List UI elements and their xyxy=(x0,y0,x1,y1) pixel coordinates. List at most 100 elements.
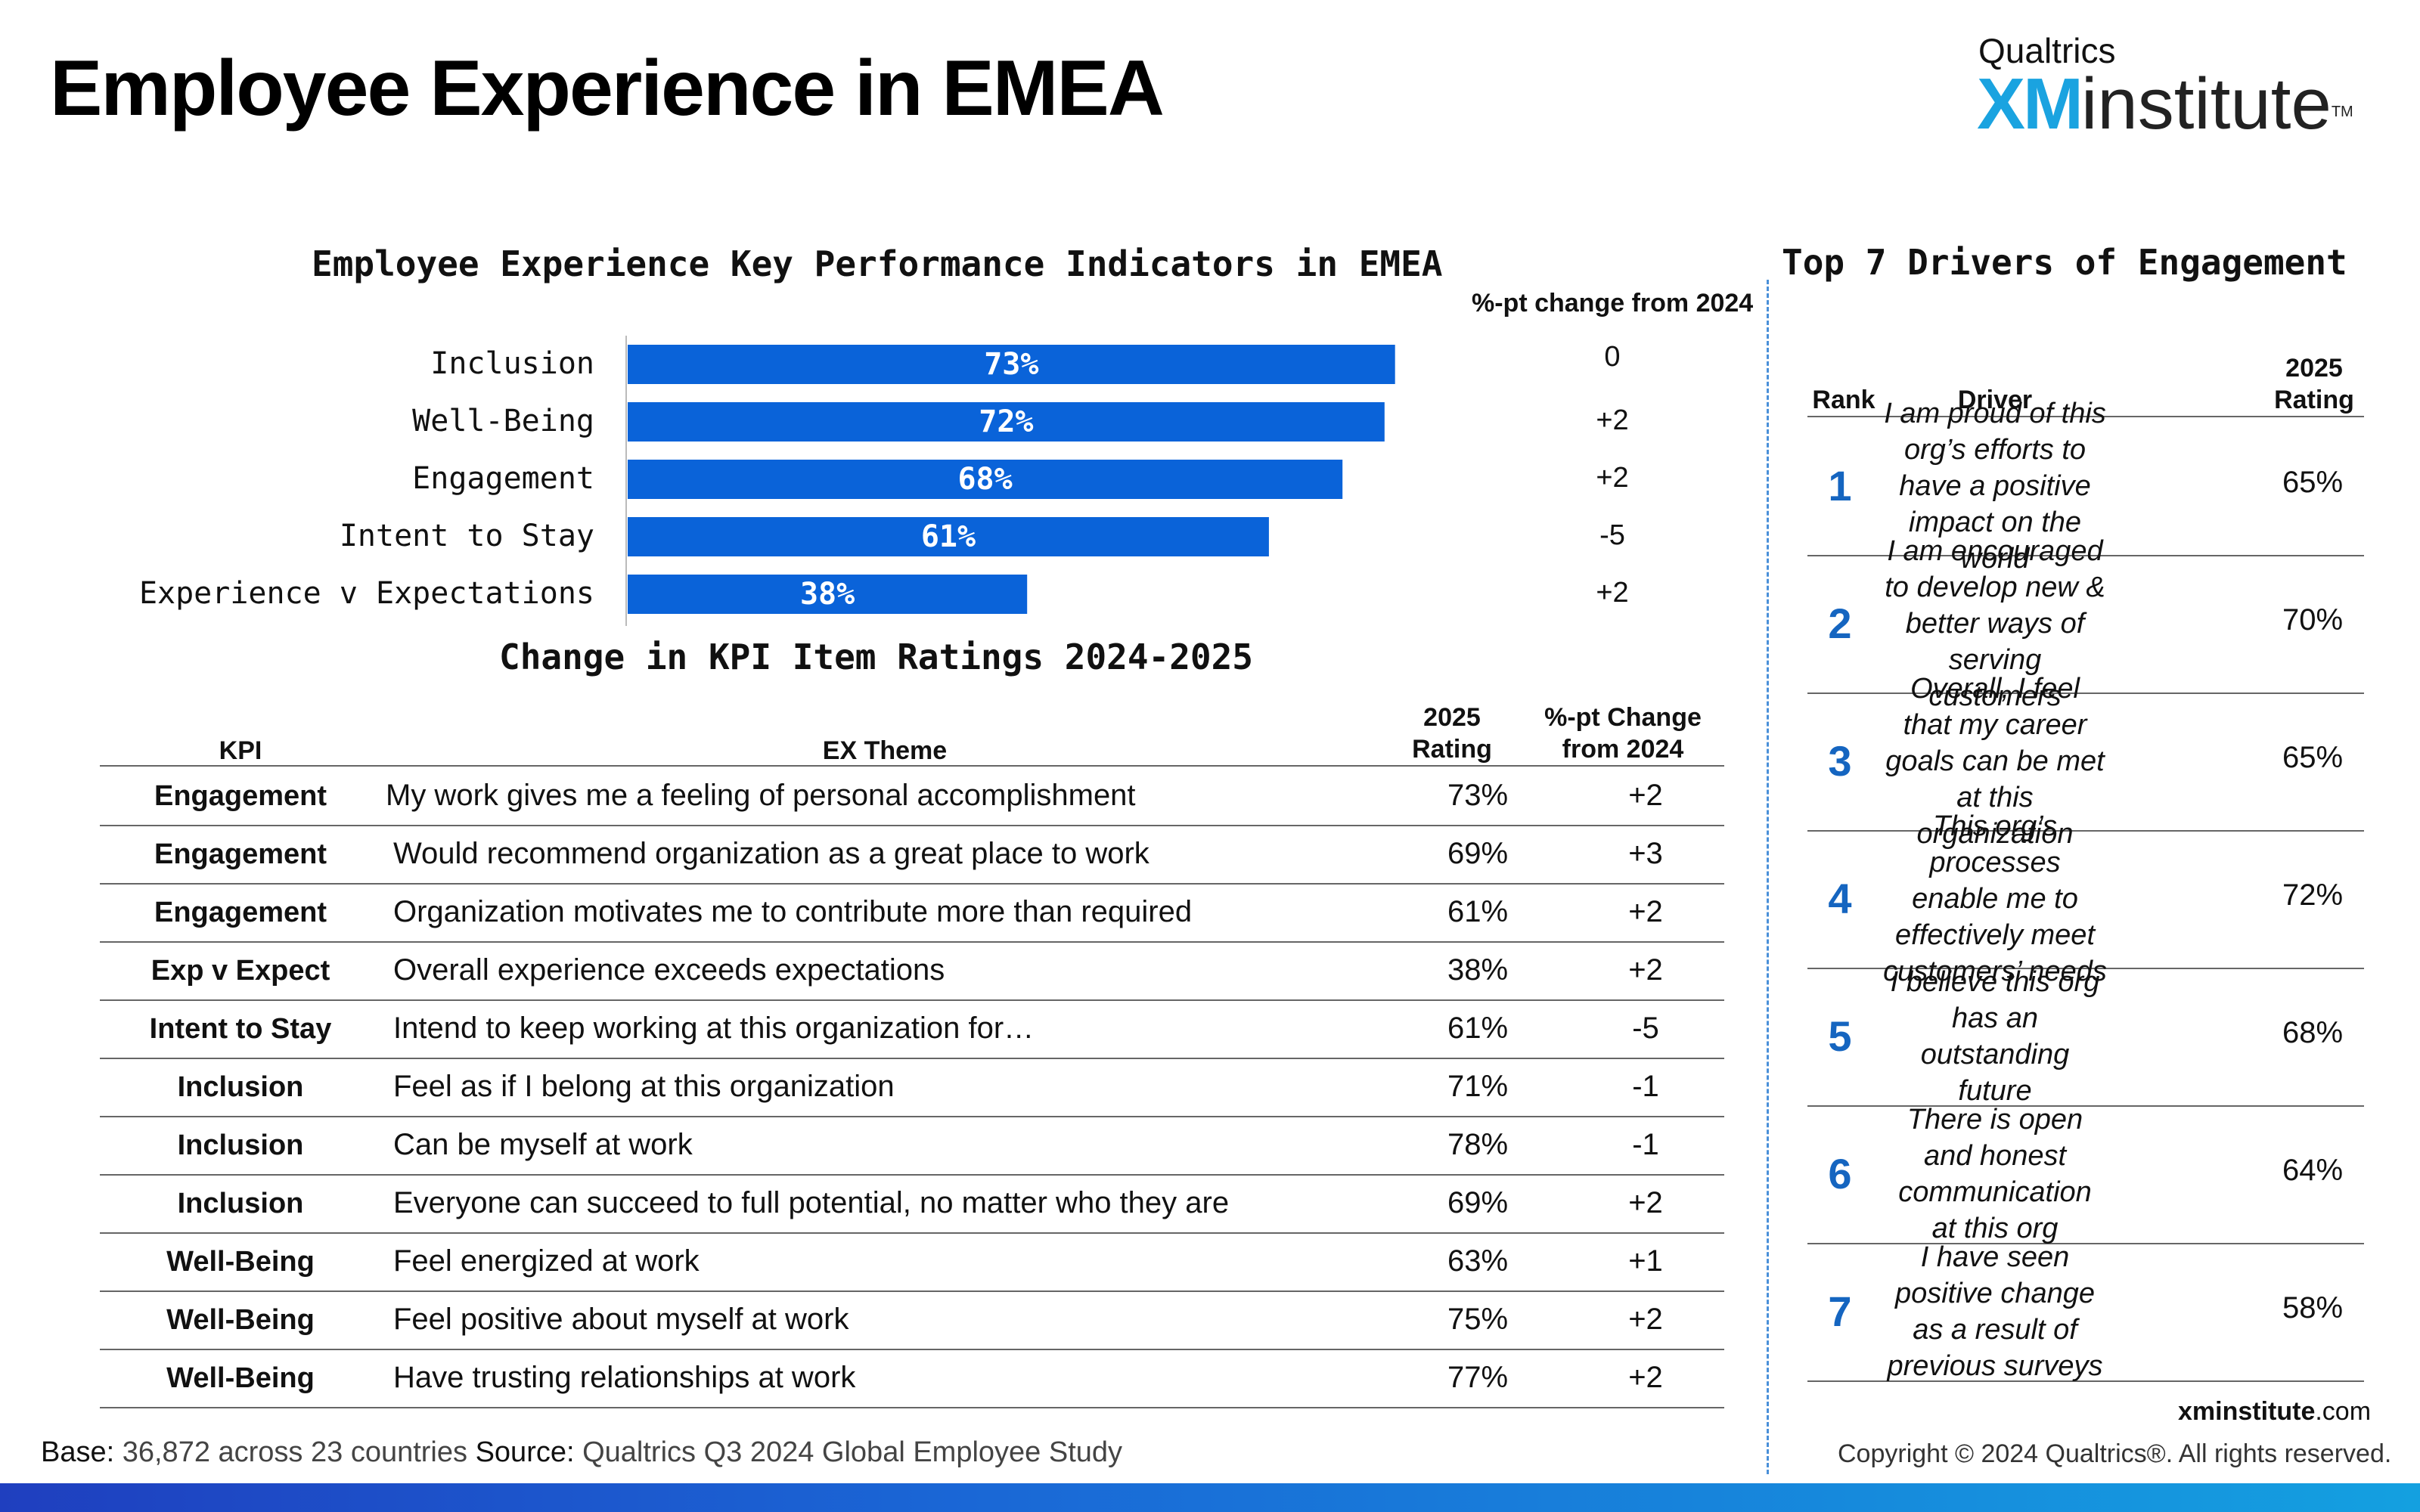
kpi-change-value: -5 xyxy=(1599,519,1625,551)
kpi-value-label: 68% xyxy=(957,462,1012,497)
drivers-header-rank: Rank xyxy=(1812,386,1876,414)
driver-rating: 68% xyxy=(2282,1016,2344,1049)
kpi-change-value: +2 xyxy=(1596,404,1628,436)
col-header-change-line1: %-pt Change xyxy=(1544,703,1702,732)
row-rating: 73% xyxy=(1447,779,1509,812)
row-rating: 69% xyxy=(1447,837,1509,870)
col-header-kpi: KPI xyxy=(219,736,262,765)
page-title: Employee Experience in EMEA xyxy=(50,45,1165,132)
footer-source-label: Source: xyxy=(475,1436,575,1468)
footer-base-source: Base: 36,872 across 23 countries Source:… xyxy=(41,1436,1122,1469)
row-rating: 77% xyxy=(1447,1361,1509,1394)
kpi-bar xyxy=(628,575,1028,614)
col-header-rating-line1: 2025 xyxy=(1423,703,1481,732)
driver-rank: 3 xyxy=(1828,737,1852,785)
logo-trademark: TM xyxy=(2331,104,2353,120)
kpi-bar-chart: Inclusion 73% 0 Well-Being 72% +2 Engagement 68… xyxy=(139,336,1629,626)
col-header-rating: 2025 Rating xyxy=(1376,702,1528,765)
driver-text: This org’s processes enable me to effect… xyxy=(1883,810,2107,987)
driver-rating: 64% xyxy=(2282,1154,2344,1187)
driver-rank: 1 xyxy=(1828,462,1852,510)
driver-row: 7 I have seen positive change as a result… xyxy=(1807,1241,2364,1382)
driver-rating: 72% xyxy=(2282,878,2344,912)
footer-copyright: Copyright © 2024 Qualtrics®. All rights … xyxy=(1838,1439,2392,1468)
row-rating: 63% xyxy=(1447,1244,1509,1278)
kpi-change-value: +2 xyxy=(1596,462,1628,494)
kpi-category-label: Inclusion xyxy=(430,346,594,381)
drivers-header-rating-line1: 2025 xyxy=(2285,354,2343,383)
table-row: Engagement Organization motivates me to c… xyxy=(100,883,1724,943)
row-kpi: Inclusion xyxy=(177,1188,304,1219)
table-row: Exp v Expect Overall experience exceeds e… xyxy=(100,941,1724,1001)
footer-url[interactable]: xminstitute.com xyxy=(2178,1397,2371,1427)
kpi-bar xyxy=(628,345,1395,384)
driver-text: I am proud of this org’s efforts to have… xyxy=(1884,398,2106,575)
row-kpi: Intent to Stay xyxy=(149,1013,332,1045)
row-rating: 75% xyxy=(1447,1303,1509,1336)
kpi-category-label: Intent to Stay xyxy=(340,519,594,553)
row-rating: 38% xyxy=(1447,953,1509,987)
drivers-top-rule xyxy=(1807,416,2364,417)
row-change: -1 xyxy=(1632,1070,1659,1103)
drivers-title: Top 7 Drivers of Engagement xyxy=(1782,242,2347,283)
row-theme: Would recommend organization as a great … xyxy=(393,837,1150,870)
driver-rank: 2 xyxy=(1828,600,1852,647)
row-rating: 78% xyxy=(1447,1128,1509,1161)
drivers-header-driver: Driver xyxy=(1957,386,2033,414)
row-kpi: Well-Being xyxy=(166,1304,315,1336)
driver-rating: 65% xyxy=(2282,741,2344,774)
driver-text: There is open and honest communication a… xyxy=(1898,1104,2092,1244)
driver-rating: 65% xyxy=(2282,466,2344,499)
row-change: -5 xyxy=(1632,1012,1659,1045)
bottom-gradient-bar xyxy=(0,1483,2420,1512)
footer-url-bold: xminstitute xyxy=(2178,1397,2316,1426)
row-kpi: Well-Being xyxy=(166,1246,315,1278)
table-row: Well-Being Feel energized at work 63% +1 xyxy=(100,1232,1724,1292)
footer-source-text: Qualtrics Q3 2024 Global Employee Study xyxy=(574,1436,1123,1468)
row-rating: 69% xyxy=(1447,1186,1509,1219)
driver-text: I believe this org has an outstanding fu… xyxy=(1890,966,2100,1107)
driver-rank: 6 xyxy=(1828,1150,1852,1198)
table-row: Inclusion Can be myself at work 78% -1 xyxy=(100,1116,1724,1176)
table-top-rule xyxy=(100,765,1724,767)
logo-institute-text: institute xyxy=(2081,64,2332,144)
driver-row: 4 This org’s processes enable me to effec… xyxy=(1807,810,2364,987)
drivers-header-rating: 2025 Rating xyxy=(2261,352,2367,416)
kpi-value-label: 61% xyxy=(921,519,976,554)
footer-base-label: Base: xyxy=(41,1436,115,1468)
driver-row: 1 I am proud of this org’s efforts to hav… xyxy=(1807,398,2364,575)
driver-rank: 5 xyxy=(1828,1012,1852,1060)
kpi-change-value: +2 xyxy=(1596,577,1628,609)
row-change: +2 xyxy=(1628,1303,1663,1336)
kpi-bar xyxy=(628,517,1269,556)
row-change: +2 xyxy=(1628,779,1663,812)
section-divider xyxy=(1767,280,1769,1474)
row-kpi: Engagement xyxy=(154,838,327,870)
col-header-change-line2: from 2024 xyxy=(1562,735,1684,764)
row-change: +2 xyxy=(1628,895,1663,928)
driver-rank: 4 xyxy=(1828,875,1852,922)
kpi-change-value: 0 xyxy=(1604,341,1620,373)
row-theme: Organization motivates me to contribute … xyxy=(393,895,1193,928)
row-kpi: Exp v Expect xyxy=(150,955,330,987)
table-row: Engagement My work gives me a feeling of … xyxy=(100,767,1724,826)
row-theme: Intend to keep working at this organizat… xyxy=(393,1012,1035,1045)
table-row: Engagement Would recommend organization a… xyxy=(100,825,1724,885)
row-kpi: Inclusion xyxy=(177,1071,304,1103)
table-row: Intent to Stay Intend to keep working at … xyxy=(100,999,1724,1059)
kpi-bar xyxy=(628,402,1385,442)
driver-rating: 70% xyxy=(2282,603,2344,637)
footer-url-rest: .com xyxy=(2315,1397,2372,1426)
row-change: +2 xyxy=(1628,1361,1663,1394)
driver-rating: 58% xyxy=(2282,1291,2344,1325)
row-theme: Feel energized at work xyxy=(393,1244,700,1278)
col-header-rating-line2: Rating xyxy=(1412,735,1492,764)
kpi-chart-title: Employee Experience Key Performance Indi… xyxy=(312,243,1443,284)
row-kpi: Well-Being xyxy=(166,1362,315,1394)
row-kpi: Engagement xyxy=(154,897,327,928)
xm-institute-logo: XMinstituteTM xyxy=(1977,67,2353,142)
row-theme: Feel positive about myself at work xyxy=(393,1303,849,1336)
row-rating: 61% xyxy=(1447,1012,1509,1045)
kpi-value-label: 38% xyxy=(800,577,855,612)
driver-text: I have seen positive change as a result … xyxy=(1887,1241,2103,1382)
